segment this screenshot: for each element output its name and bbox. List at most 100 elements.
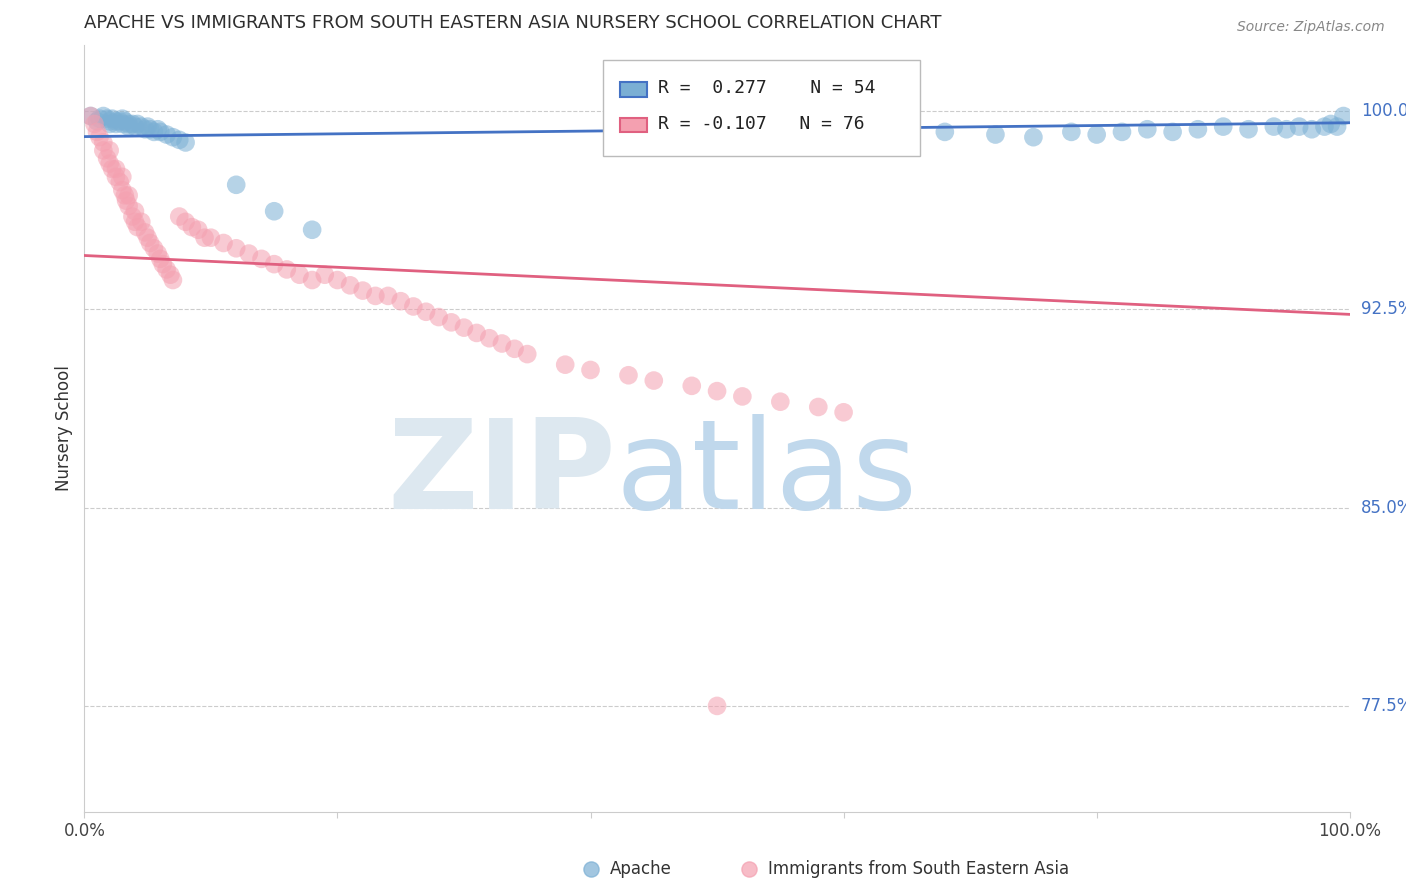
- Point: [111, 112, 134, 126]
- Point: [554, 358, 576, 372]
- Point: [1319, 117, 1341, 131]
- Point: [984, 128, 1007, 142]
- Point: [115, 194, 138, 208]
- Text: 92.5%: 92.5%: [1361, 300, 1406, 318]
- Point: [121, 117, 143, 131]
- Point: [200, 230, 222, 244]
- Point: [96, 152, 118, 166]
- Point: [225, 241, 247, 255]
- Point: [1263, 120, 1285, 134]
- Point: [858, 122, 880, 136]
- Point: [194, 230, 217, 244]
- Point: [238, 246, 260, 260]
- Point: [79, 109, 103, 123]
- Point: [169, 210, 191, 224]
- Point: [352, 284, 374, 298]
- Point: [111, 169, 134, 184]
- Text: R = -0.107   N = 76: R = -0.107 N = 76: [658, 114, 865, 133]
- Point: [98, 117, 121, 131]
- Point: [118, 188, 141, 202]
- Point: [139, 235, 162, 250]
- Point: [731, 389, 754, 403]
- Point: [1136, 122, 1159, 136]
- Text: Apache: Apache: [610, 860, 672, 879]
- Point: [832, 405, 855, 419]
- Point: [152, 257, 174, 271]
- Point: [101, 112, 124, 126]
- Point: [1301, 122, 1323, 136]
- Point: [1161, 125, 1184, 139]
- Point: [93, 136, 115, 150]
- Point: [105, 114, 127, 128]
- Point: [159, 268, 181, 282]
- FancyBboxPatch shape: [603, 60, 920, 156]
- Point: [491, 336, 513, 351]
- Point: [155, 128, 177, 142]
- Text: atlas: atlas: [616, 414, 918, 534]
- Point: [93, 144, 115, 158]
- Point: [453, 320, 475, 334]
- Point: [465, 326, 488, 340]
- Point: [136, 230, 159, 244]
- Point: [301, 273, 323, 287]
- Point: [314, 268, 336, 282]
- Point: [389, 294, 412, 309]
- Text: APACHE VS IMMIGRANTS FROM SOUTH EASTERN ASIA NURSERY SCHOOL CORRELATION CHART: APACHE VS IMMIGRANTS FROM SOUTH EASTERN …: [84, 14, 942, 32]
- Point: [276, 262, 298, 277]
- Point: [174, 215, 197, 229]
- Bar: [620, 118, 648, 132]
- Point: [225, 178, 247, 192]
- Point: [146, 246, 169, 260]
- Point: [127, 220, 149, 235]
- Point: [118, 120, 141, 134]
- Point: [579, 363, 602, 377]
- Point: [516, 347, 538, 361]
- Point: [174, 136, 197, 150]
- Point: [105, 117, 127, 131]
- Point: [127, 117, 149, 131]
- Point: [1187, 122, 1209, 136]
- Text: 85.0%: 85.0%: [1361, 499, 1406, 516]
- Point: [124, 120, 146, 134]
- Point: [339, 278, 361, 293]
- Point: [89, 112, 111, 126]
- Point: [263, 257, 285, 271]
- Point: [134, 122, 156, 136]
- Point: [187, 223, 209, 237]
- Point: [146, 122, 169, 136]
- Point: [93, 109, 115, 123]
- Point: [111, 183, 134, 197]
- Point: [1275, 122, 1298, 136]
- Point: [108, 175, 131, 189]
- Point: [301, 223, 323, 237]
- Point: [1022, 130, 1045, 145]
- Point: [706, 698, 728, 713]
- Point: [96, 112, 118, 126]
- Point: [1237, 122, 1260, 136]
- Point: [326, 273, 349, 287]
- Point: [934, 125, 956, 139]
- Point: [402, 300, 425, 314]
- Point: [643, 374, 665, 388]
- Point: [250, 252, 273, 266]
- Point: [427, 310, 450, 324]
- Point: [263, 204, 285, 219]
- Text: Source: ZipAtlas.com: Source: ZipAtlas.com: [1237, 20, 1385, 34]
- Point: [681, 379, 703, 393]
- Point: [1085, 128, 1108, 142]
- Point: [124, 204, 146, 219]
- Point: [415, 305, 437, 319]
- Bar: [620, 82, 648, 96]
- Point: [89, 130, 111, 145]
- Point: [86, 114, 108, 128]
- Point: [212, 235, 235, 250]
- Point: [364, 289, 387, 303]
- Point: [149, 125, 172, 139]
- Point: [706, 384, 728, 398]
- Point: [136, 120, 159, 134]
- Point: [149, 252, 172, 266]
- Point: [111, 117, 134, 131]
- Point: [1060, 125, 1083, 139]
- Point: [288, 268, 311, 282]
- Point: [79, 109, 103, 123]
